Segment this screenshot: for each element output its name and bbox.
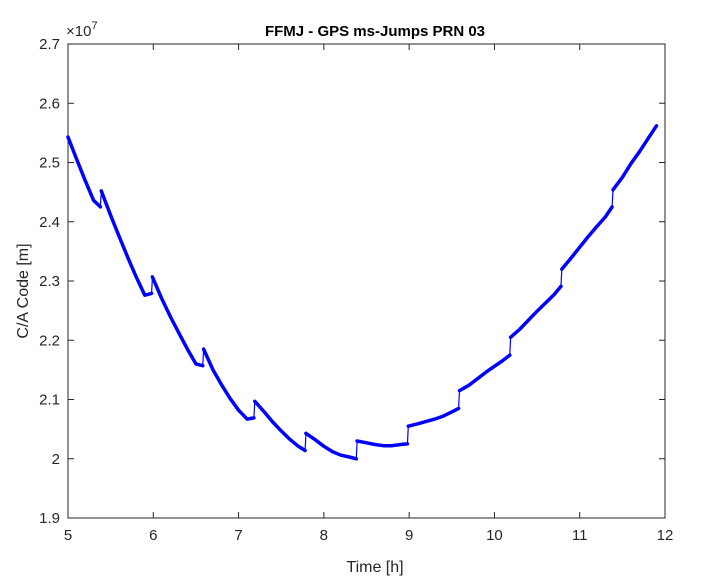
ms-jump-line (253, 401, 256, 418)
x-tick-label: 8 (320, 527, 328, 544)
y-tick-label: 2.1 (39, 392, 60, 409)
ms-jump-line (458, 390, 461, 409)
y-tick-label: 2 (52, 451, 60, 468)
x-tick-label: 7 (234, 527, 242, 544)
series-segment (611, 124, 659, 192)
series-segment (508, 284, 563, 340)
y-tick-label: 2.6 (39, 95, 60, 112)
x-axis-label: Time [h] (346, 559, 403, 576)
plot-area (67, 43, 666, 519)
series-segment (304, 431, 359, 461)
series-segment (457, 353, 512, 393)
series-segment (406, 406, 461, 428)
series-segment (150, 275, 205, 368)
series-segment (201, 347, 256, 421)
series-segment (99, 189, 154, 297)
series-segment (560, 205, 614, 271)
x-tick-label: 10 (486, 527, 503, 544)
y-axis-exponent-power: 7 (91, 20, 97, 32)
series-layer (66, 124, 659, 461)
ms-jump-line (560, 269, 563, 287)
series-segment (355, 439, 410, 448)
plot-box (67, 43, 666, 519)
y-tick-label: 2.4 (39, 214, 60, 231)
y-tick-label: 2.5 (39, 155, 60, 172)
y-axis: 1.9 2 2.1 2.2 2.3 2.4 2.5 2.6 2.7 (39, 36, 665, 527)
x-axis: 5 6 7 8 9 10 11 12 (64, 44, 674, 544)
ms-jump-line (304, 433, 307, 451)
chart-title: FFMJ - GPS ms-Jumps PRN 03 (265, 23, 485, 40)
x-tick-label: 11 (572, 527, 588, 544)
ms-jump-line (355, 440, 358, 459)
y-tick-label: 2.7 (39, 36, 60, 53)
series-segment (66, 135, 103, 209)
ms-jump-line (406, 426, 409, 444)
y-tick-label: 2.3 (39, 273, 60, 290)
y-tick-label: 1.9 (39, 510, 60, 527)
ms-jump-line (509, 337, 512, 356)
x-tick-label: 9 (405, 527, 413, 544)
y-axis-label: C/A Code [m] (15, 243, 32, 338)
series-segment (253, 399, 307, 453)
x-tick-label: 6 (149, 527, 157, 544)
x-tick-label: 5 (64, 527, 72, 544)
y-axis-exponent-base: ×10 (66, 23, 91, 40)
x-tick-label: 12 (657, 527, 674, 544)
ms-jump-line (611, 189, 614, 207)
y-axis-exponent: ×107 (66, 20, 98, 40)
y-tick-label: 2.2 (39, 332, 60, 349)
